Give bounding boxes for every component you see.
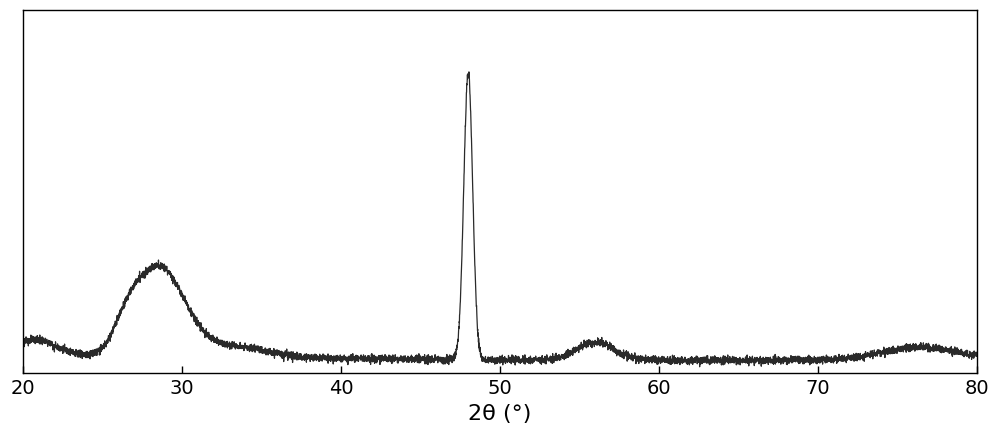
X-axis label: 2θ (°): 2θ (°) — [468, 403, 532, 423]
